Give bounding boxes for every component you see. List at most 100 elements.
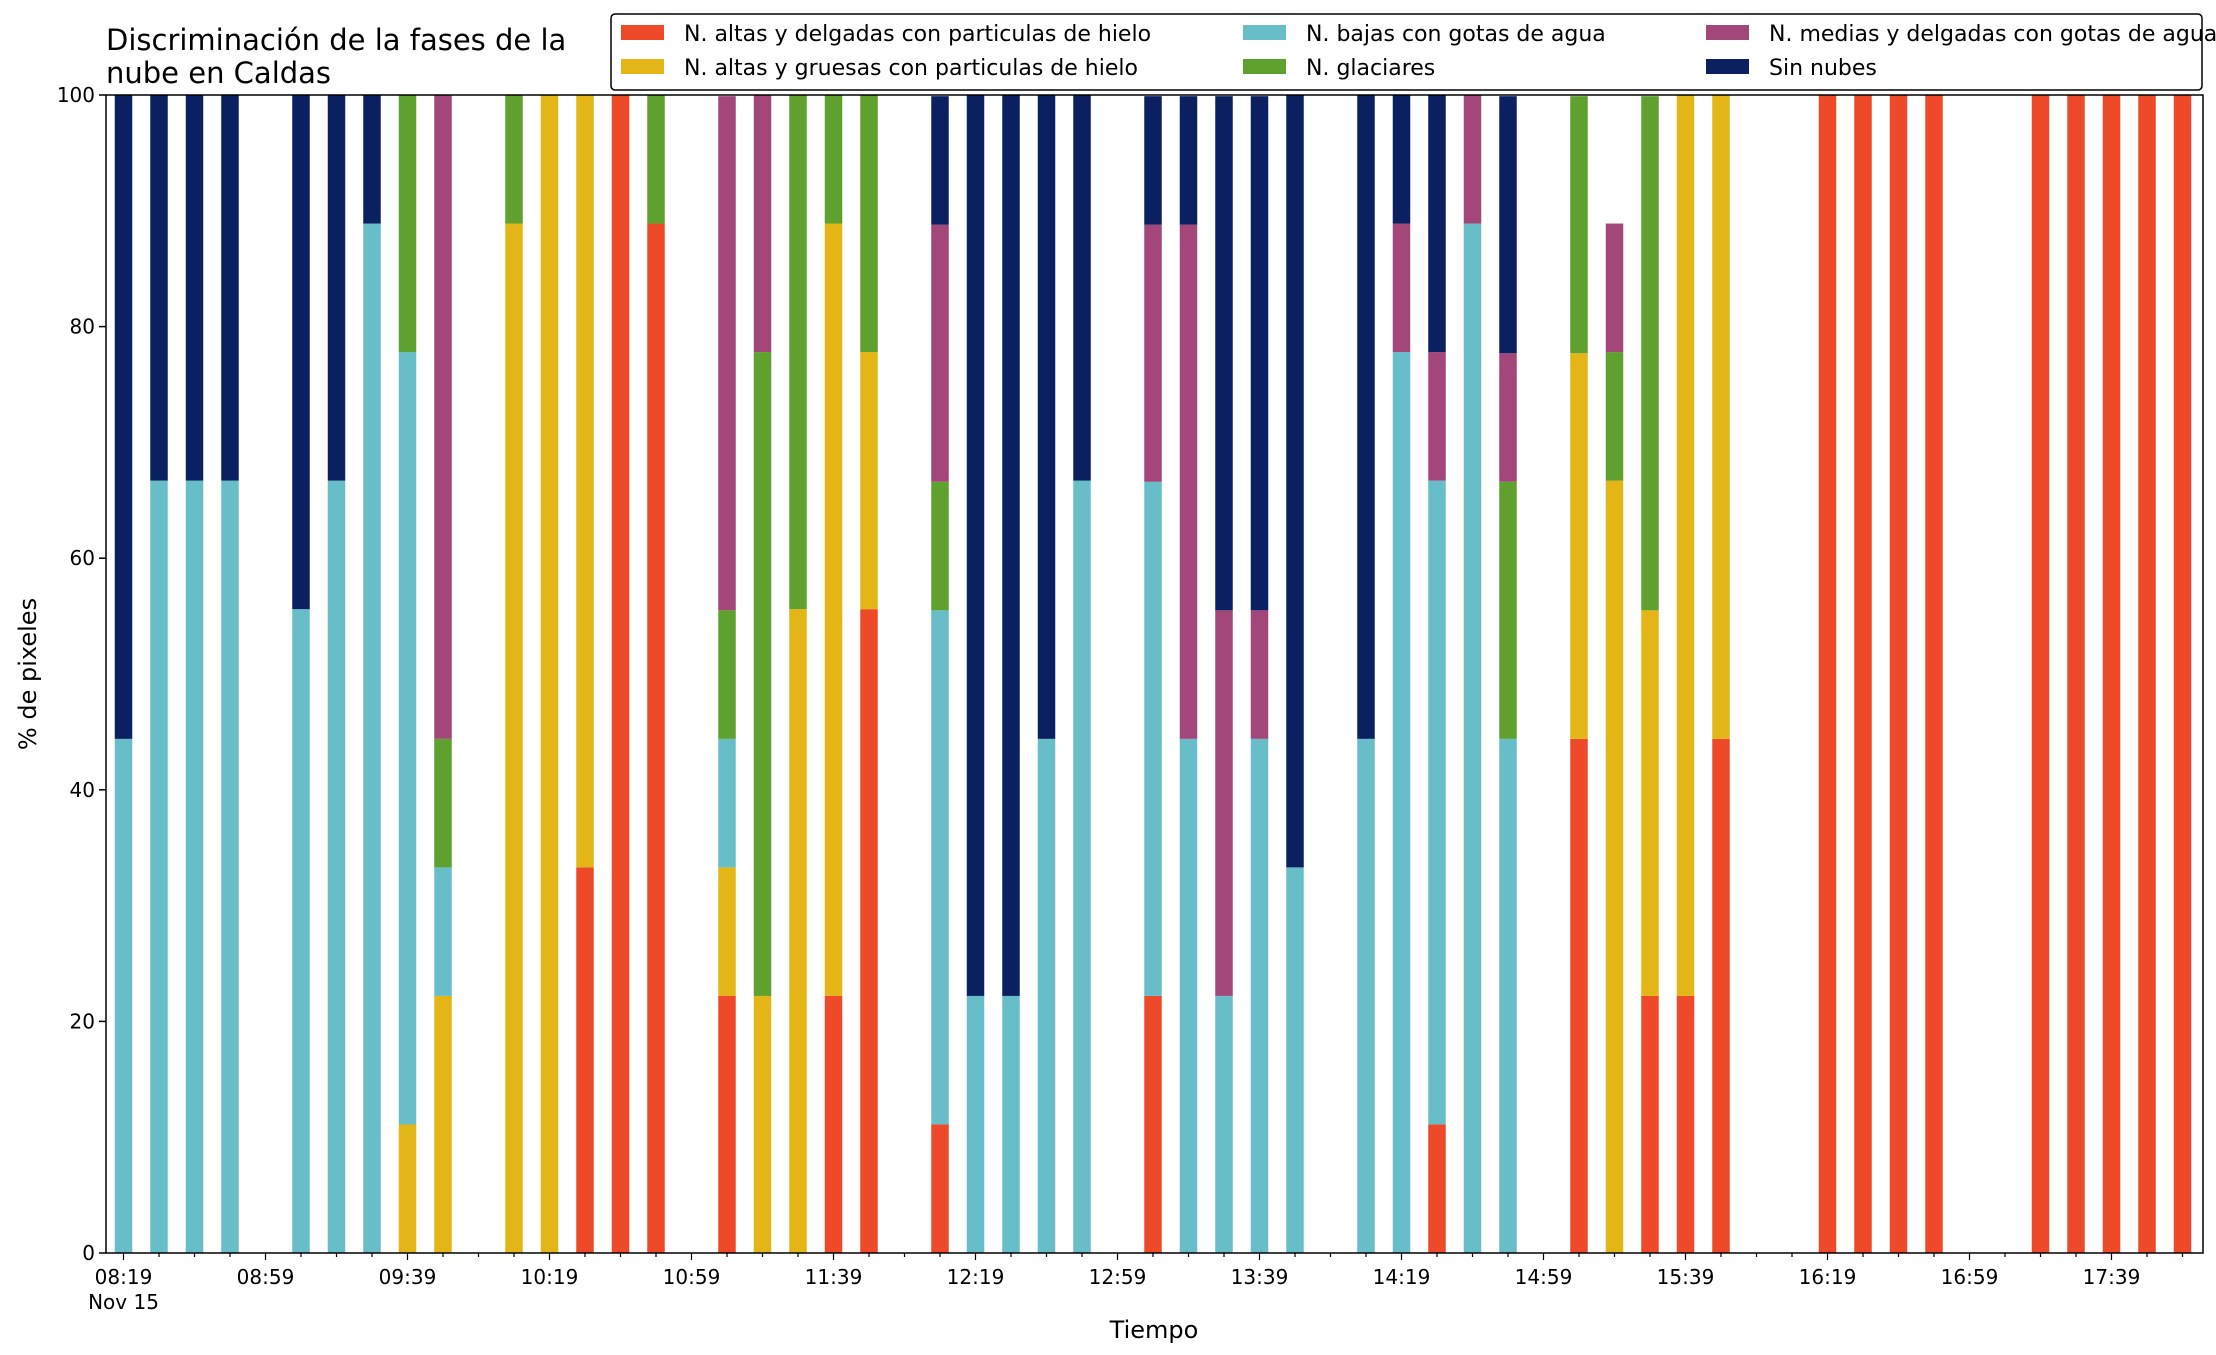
legend-swatch-4 [1706, 25, 1749, 40]
bar-segment-s5-36 [1392, 95, 1411, 224]
x-tick-label: 14:19 [1373, 1265, 1431, 1289]
bar-segment-s3-21 [860, 95, 878, 353]
bar-segment-s0-54 [2031, 95, 2050, 1253]
bar-segment-s1-13 [576, 95, 594, 868]
bar-segment-s3-17 [718, 610, 736, 739]
bar-segment-s2-25 [1002, 995, 1020, 1253]
chart-title-line-1: Discriminación de la fases de la [106, 23, 566, 57]
bar-segment-s1-45 [1712, 95, 1730, 739]
bar-segment-s1-44 [1676, 95, 1695, 996]
bar-segment-s2-27 [1073, 480, 1091, 1253]
bar-segment-s5-1 [150, 95, 168, 481]
x-tick-label: 12:59 [1089, 1265, 1147, 1289]
bar-segment-s3-8 [398, 95, 417, 353]
legend-swatch-3 [1243, 59, 1286, 74]
legend-swatch-0 [621, 25, 664, 40]
y-tick-label: 60 [70, 546, 95, 570]
bar-segment-s1-9 [434, 995, 452, 1253]
bar-segment-s2-5 [292, 609, 310, 1253]
y-tick-label: 100 [57, 83, 95, 107]
bar-segment-s3-39 [1499, 481, 1517, 739]
bar-segment-s4-37 [1428, 352, 1446, 481]
bar-segment-s0-13 [576, 867, 594, 1253]
bar-segment-s1-18 [753, 995, 772, 1253]
bar-segment-s1-42 [1605, 480, 1624, 1253]
x-tick-label: 09:39 [379, 1265, 437, 1289]
bar-segment-s5-5 [292, 95, 310, 610]
bar-segment-s0-29 [1144, 995, 1162, 1253]
bar-segment-s4-30 [1179, 224, 1198, 739]
legend-swatch-5 [1706, 59, 1749, 74]
bar-segment-s2-17 [718, 738, 736, 868]
bar-segment-s2-24 [966, 995, 985, 1253]
bar-segment-s2-8 [398, 352, 417, 1125]
bar-segment-s1-8 [398, 1124, 417, 1253]
bar-segment-s0-17 [718, 995, 736, 1253]
bar-segment-s2-29 [1144, 481, 1162, 996]
bar-segment-s1-17 [718, 867, 736, 996]
bar-segment-s3-41 [1570, 96, 1588, 354]
bar-segment-s2-33 [1286, 867, 1304, 1253]
bar-segment-s5-0 [114, 95, 133, 739]
x-tick-label: 11:39 [805, 1265, 863, 1289]
bar-segment-s5-23 [931, 96, 949, 225]
y-tick-label: 20 [70, 1009, 95, 1033]
bar-segment-s0-14 [611, 95, 630, 1253]
bar-segment-s0-48 [1818, 95, 1837, 1253]
bar-segment-s0-58 [2173, 95, 2192, 1253]
bar-segment-s1-20 [824, 223, 843, 996]
bar-segment-s2-7 [363, 223, 381, 1253]
bar-segment-s4-29 [1144, 224, 1162, 482]
bar-segment-s0-23 [931, 1124, 949, 1253]
legend-label-1: N. altas y gruesas con particulas de hie… [684, 56, 1138, 81]
bars-group [114, 95, 2192, 1254]
bar-segment-s2-2 [185, 480, 204, 1253]
bar-segment-s5-32 [1250, 96, 1269, 611]
bar-segment-s4-18 [753, 95, 772, 353]
legend-label-5: Sin nubes [1769, 56, 1877, 81]
x-tick-label: 10:19 [521, 1265, 579, 1289]
bar-segment-s4-17 [718, 96, 736, 611]
bar-segment-s2-38 [1463, 223, 1482, 1253]
legend-swatch-1 [621, 59, 664, 74]
bar-segment-s5-3 [221, 95, 239, 481]
bar-segment-s0-50 [1889, 95, 1908, 1253]
bar-segment-s5-35 [1357, 95, 1375, 739]
bar-segment-s2-31 [1215, 995, 1233, 1253]
y-tick-label: 40 [70, 778, 95, 802]
bar-segment-s4-31 [1215, 610, 1233, 996]
bar-segment-s0-41 [1570, 738, 1588, 1253]
bar-segment-s2-32 [1250, 738, 1269, 1253]
bar-segment-s2-6 [327, 480, 346, 1253]
bar-segment-s1-11 [505, 223, 523, 1253]
bar-segment-s5-37 [1428, 95, 1446, 353]
bar-segment-s4-32 [1250, 610, 1269, 739]
bar-segment-s5-31 [1215, 96, 1233, 611]
bar-segment-s2-35 [1357, 738, 1375, 1253]
x-tick-label: 14:59 [1515, 1265, 1573, 1289]
legend-box [610, 13, 2203, 91]
bar-segment-s1-12 [540, 95, 559, 1253]
bar-segment-s2-30 [1179, 738, 1198, 1253]
legend-label-3: N. glaciares [1306, 56, 1435, 81]
legend-label-2: N. bajas con gotas de agua [1306, 22, 1606, 47]
bar-segment-s5-39 [1499, 96, 1517, 354]
bar-segment-s5-33 [1286, 95, 1304, 868]
bar-segment-s2-23 [931, 610, 949, 1125]
bar-segment-s2-26 [1037, 738, 1056, 1253]
bar-segment-s0-49 [1854, 95, 1872, 1253]
bar-segment-s2-9 [434, 867, 452, 996]
x-tick-label: 16:59 [1941, 1265, 1999, 1289]
bar-segment-s4-9 [434, 95, 452, 739]
bar-segment-s4-23 [931, 224, 949, 482]
chart-title-line-2: nube en Caldas [106, 56, 331, 90]
bar-segment-s1-41 [1570, 353, 1588, 739]
bar-segment-s5-7 [363, 95, 381, 224]
y-axis-title: % de pixeles [14, 598, 42, 750]
x-axis: 08:19 08:59 09:39 10:19 10:59 11:39 12:19 12:59… [88, 1253, 2184, 1314]
bar-segment-s0-56 [2102, 95, 2121, 1253]
bar-segment-s0-21 [860, 609, 878, 1253]
legend-label-4: N. medias y delgadas con gotas de agua [1769, 22, 2216, 47]
bar-segment-s1-21 [860, 352, 878, 610]
